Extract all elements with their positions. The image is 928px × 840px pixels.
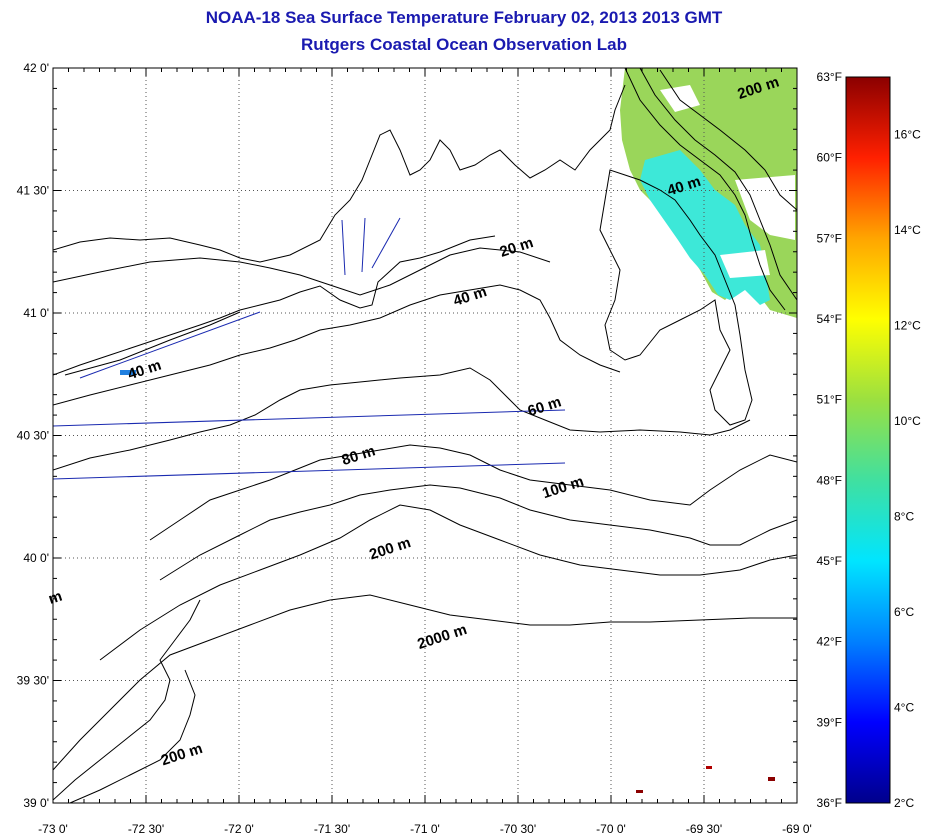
contour-200m-southwest: [53, 599, 201, 801]
contour-label: 40 m: [126, 357, 164, 384]
contour-label: 100 m: [540, 473, 586, 502]
satellite-track: [79, 311, 261, 379]
colorbar-f-label: 42°F: [817, 635, 842, 649]
colorbar-f-label: 45°F: [817, 554, 842, 568]
colorbar-c-label: 14°C: [894, 223, 921, 237]
coastline: [53, 84, 626, 263]
lat-tick-label: 40 30': [17, 429, 49, 443]
colorbar-f-label: 51°F: [817, 393, 842, 407]
axis-ticks: [52, 67, 798, 804]
longitude-labels: -73 0' -72 30' -72 0' -71 30' -71 0' -70 30' -…: [38, 822, 812, 836]
colorbar-c-label: 10°C: [894, 414, 921, 428]
lon-tick-label: -72 30': [128, 822, 164, 836]
contour-20m: [53, 247, 551, 296]
contour-80m: [149, 444, 797, 541]
lat-tick-label: 39 30': [17, 674, 49, 688]
contour-label: 20 m: [498, 234, 536, 261]
colorbar-c-label: 2°C: [894, 796, 914, 810]
contour-label: 40 m: [451, 283, 489, 310]
coastline: [64, 311, 241, 376]
contour-label: 2000 m: [415, 621, 469, 653]
contour-200m: [99, 504, 797, 661]
colorbar-f-label: 39°F: [817, 715, 842, 729]
lat-tick-label: 41 30': [17, 184, 49, 198]
sst-data-layer: [120, 68, 797, 793]
lon-tick-label: -72 0': [224, 822, 254, 836]
colorbar-f-label: 48°F: [817, 473, 842, 487]
contour-40m: [53, 284, 621, 406]
lon-tick-label: -73 0': [38, 822, 68, 836]
latitude-labels: 42 0' 41 30' 41 0' 40 30' 40 0' 39 30' 39 0': [17, 61, 49, 810]
sst-red-pixel: [706, 766, 712, 769]
contour-2000m: [53, 594, 797, 771]
lon-tick-label: -71 0': [410, 822, 440, 836]
colorbar-f-label: 57°F: [817, 231, 842, 245]
colorbar-c-label: 12°C: [894, 318, 921, 332]
lat-tick-label: 42 0': [23, 61, 49, 75]
contour-60m: [53, 367, 751, 471]
lat-tick-label: 41 0': [23, 306, 49, 320]
map-subtitle: Rutgers Coastal Ocean Observation Lab: [301, 35, 627, 54]
satellite-track: [53, 462, 566, 480]
sst-blue-pixel: [120, 370, 136, 375]
lon-tick-label: -69 30': [686, 822, 722, 836]
lon-tick-label: -71 30': [314, 822, 350, 836]
lat-tick-label: 40 0': [23, 551, 49, 565]
map-title: NOAA-18 Sea Surface Temperature February…: [205, 8, 723, 27]
contour-gulf-of-maine: [639, 68, 797, 301]
contour-gulf-of-maine: [659, 69, 797, 211]
colorbar-c-label: 16°C: [894, 127, 921, 141]
coastline: [599, 169, 753, 426]
contour-label: m: [46, 588, 64, 608]
contour-100m: [159, 484, 797, 581]
bay-outline: [341, 217, 401, 276]
lat-tick-label: 39 0': [23, 796, 49, 810]
contour-label: 60 m: [526, 393, 564, 420]
colorbar-celsius-labels: 16°C 14°C 12°C 10°C 8°C 6°C 4°C 2°C: [894, 127, 921, 810]
lon-tick-label: -70 30': [500, 822, 536, 836]
sst-red-pixel: [768, 777, 775, 781]
colorbar-c-label: 8°C: [894, 509, 914, 523]
lon-tick-label: -69 0': [782, 822, 812, 836]
contour-label: 200 m: [159, 740, 205, 769]
colorbar-c-label: 4°C: [894, 700, 914, 714]
contour-gulf-of-maine: [624, 68, 786, 311]
sst-cloud-gap: [735, 175, 795, 240]
contour-label: 80 m: [340, 442, 378, 469]
colorbar-f-label: 54°F: [817, 312, 842, 326]
contour-200m-southwest: [69, 669, 196, 803]
graticule: [53, 68, 797, 803]
satellite-track: [53, 409, 566, 427]
colorbar-f-label: 36°F: [817, 796, 842, 810]
colorbar-f-label: 60°F: [817, 151, 842, 165]
colorbar-fahrenheit-labels: 63°F 60°F 57°F 54°F 51°F 48°F 45°F 42°F 39°F 36°F: [817, 70, 842, 810]
colorbar: [845, 76, 891, 804]
lon-tick-label: -70 0': [596, 822, 626, 836]
colorbar-f-label: 63°F: [817, 70, 842, 84]
coastline: [53, 235, 496, 376]
sst-red-pixel: [636, 790, 643, 793]
sst-cloud-gap: [660, 85, 700, 112]
contour-label: 200 m: [367, 534, 413, 563]
colorbar-c-label: 6°C: [894, 605, 914, 619]
bathymetry-contours: [53, 68, 797, 803]
